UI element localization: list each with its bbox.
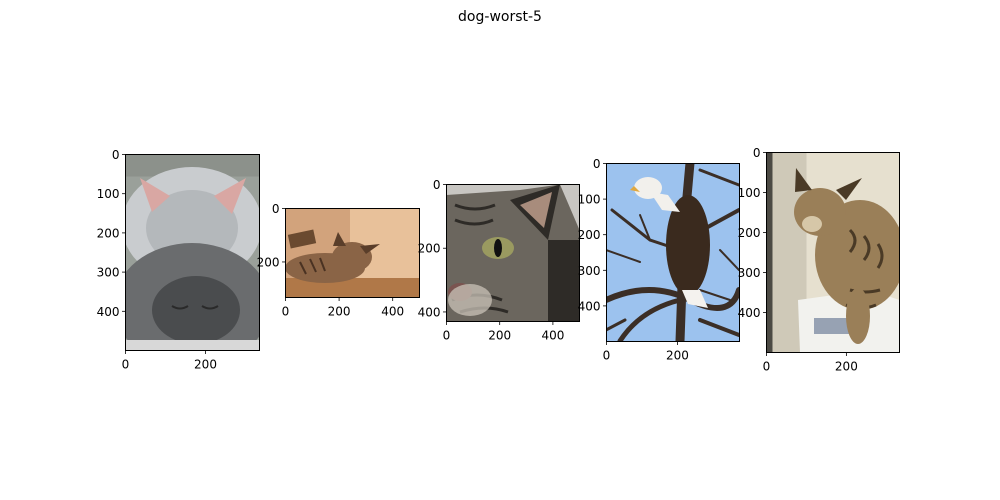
panel-4-eagle-tail — [682, 290, 708, 308]
panel-5-image — [766, 152, 900, 353]
panel-2-frame — [285, 208, 420, 298]
panel-5-stripes — [845, 228, 884, 310]
panel-5-ytick-label: 200 — [738, 226, 761, 240]
panel-4-ytick-label: 300 — [578, 264, 601, 278]
panel-3-frame — [446, 184, 580, 322]
panel-2-image — [285, 208, 420, 298]
panel-5-cabinet-edge — [766, 152, 773, 353]
panel-1-closed-eye-left — [171, 305, 189, 310]
panel-1-ear-left — [140, 178, 170, 212]
panel-3-ytick-label: 400 — [418, 305, 441, 319]
panel-2-xtick-label: 200 — [328, 305, 351, 319]
panel-5-cat-head — [794, 188, 846, 236]
panel-3-xtick-label: 200 — [488, 329, 511, 343]
panel-5-xtick-label: 0 — [763, 360, 771, 374]
panel-3-ytick-label: 0 — [433, 178, 441, 192]
panel-1-ytick-label: 0 — [112, 148, 120, 162]
panel-5: 0 200 0 100 200 300 400 — [738, 146, 900, 374]
panel-4-eagle-beak — [630, 186, 640, 192]
panel-5-xtick-label: 200 — [835, 360, 858, 374]
panel-2-ytick-label: 200 — [257, 255, 280, 269]
panel-4-xtick-label: 200 — [666, 349, 689, 363]
panel-5-bag-label — [814, 318, 854, 334]
panel-5-ear-right — [836, 178, 862, 200]
panel-1: 0 200 0 100 200 300 400 — [97, 148, 260, 372]
panel-1-lower-kitten-face — [152, 276, 240, 344]
panel-4-ytick-label: 100 — [578, 193, 601, 207]
panel-3-muzzle — [448, 284, 492, 316]
panel-5-ytick-label: 100 — [738, 186, 761, 200]
panel-2-axes: 0 200 400 0 200 — [257, 202, 405, 319]
panel-1-ear-right — [214, 178, 246, 214]
panel-3-inner-ear — [520, 192, 552, 228]
panel-2-ear-left — [333, 232, 346, 246]
panel-5-ear-left — [795, 168, 812, 192]
panel-3-image — [446, 184, 580, 322]
panel-3-shadow-right — [548, 240, 580, 322]
panel-5-frame — [766, 152, 900, 353]
panel-1-closed-eye-right — [201, 305, 219, 310]
panel-2-stripes — [299, 257, 326, 275]
panel-1-xtick-label: 200 — [194, 358, 217, 372]
panel-4-xtick-label: 0 — [603, 349, 611, 363]
panel-4-ytick-label: 200 — [578, 228, 601, 242]
panel-1-ytick-label: 200 — [97, 226, 120, 240]
panel-1-image — [125, 154, 260, 351]
panel-1-axes: 0 200 0 100 200 300 400 — [97, 148, 217, 372]
panel-3-pupil — [494, 239, 502, 257]
panel-3-xtick-label: 400 — [541, 329, 564, 343]
panel-5-front-leg — [846, 288, 870, 344]
panel-3-tabby-stripes — [451, 203, 509, 314]
panel-4-axes: 0 200 0 100 200 300 400 — [578, 157, 689, 363]
panel-2-xtick-label: 400 — [381, 305, 404, 319]
panel-4-ytick-label: 0 — [593, 157, 601, 171]
panel-4-ytick-label: 400 — [578, 299, 601, 313]
panel-2-kitten-head — [332, 242, 372, 272]
panel-5-ytick-label: 300 — [738, 266, 761, 280]
panel-1-xtick-label: 0 — [122, 358, 130, 372]
panel-2-ytick-label: 0 — [272, 202, 280, 216]
panel-1-ytick-label: 400 — [97, 305, 120, 319]
panel-1-ytick-label: 100 — [97, 187, 120, 201]
panel-4-frame — [606, 163, 740, 342]
panel-4-eagle-neck — [650, 192, 680, 212]
panel-2-floor — [285, 278, 420, 298]
panel-4: 0 200 0 100 200 300 400 — [578, 157, 740, 363]
panel-1-bottom-band — [125, 340, 260, 351]
panel-1-top-band — [125, 154, 260, 177]
panel-5-axes: 0 200 0 100 200 300 400 — [738, 146, 858, 374]
panel-5-ytick-label: 400 — [738, 306, 761, 320]
panel-2-ear-right — [360, 244, 380, 254]
panel-4-image — [606, 163, 740, 342]
panel-1-ytick-label: 300 — [97, 266, 120, 280]
panel-3-ytick-label: 200 — [418, 242, 441, 256]
panel-5-ytick-label: 0 — [753, 146, 761, 160]
figure-title: dog-worst-5 — [458, 9, 542, 25]
panel-2: 0 200 400 0 200 — [257, 202, 420, 319]
panel-1-frame — [125, 154, 260, 351]
panel-4-eagle-body — [666, 195, 710, 295]
panel-3-xtick-label: 0 — [443, 329, 451, 343]
panel-5-muzzle — [802, 216, 822, 232]
panel-2-xtick-label: 0 — [282, 305, 290, 319]
panel-2-object-left — [287, 229, 317, 249]
